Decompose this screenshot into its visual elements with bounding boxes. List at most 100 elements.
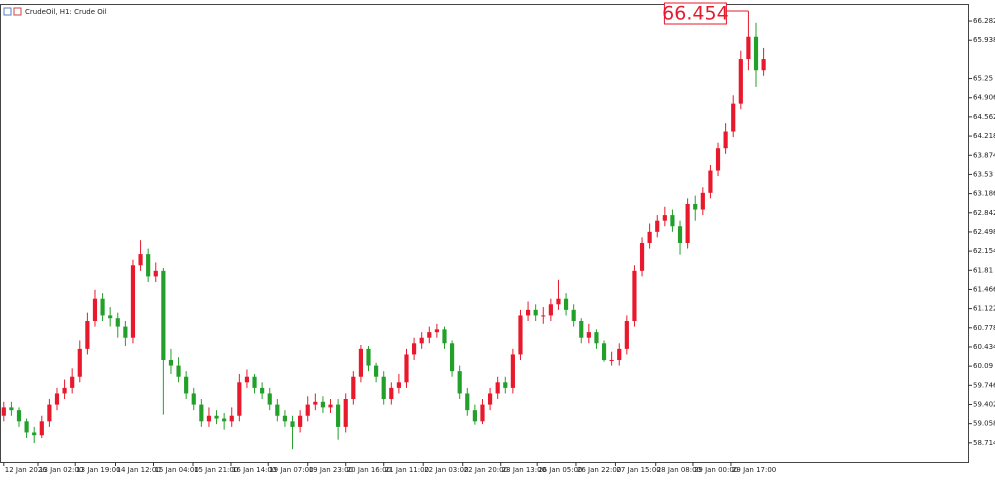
y-tick-label: 64.218	[973, 132, 995, 140]
candle-body	[708, 170, 713, 193]
candle-body	[130, 265, 136, 338]
menu-icon[interactable]	[3, 7, 12, 16]
candle-body	[153, 270, 158, 277]
candle-body	[563, 298, 569, 310]
candle-body	[632, 270, 637, 321]
candle-body	[214, 415, 219, 419]
candle-body	[586, 332, 591, 338]
candle-body	[100, 298, 105, 316]
candle-body	[62, 387, 67, 394]
candle-body	[601, 343, 607, 361]
y-tick-label: 61.466	[973, 285, 995, 293]
candle-body	[761, 59, 766, 71]
x-tick-label: 21 Jan 11:00	[385, 466, 429, 474]
candle-body	[753, 36, 759, 71]
candle-body	[434, 329, 439, 333]
candle-body	[77, 348, 82, 377]
candle-body	[168, 360, 174, 366]
candle-body	[252, 376, 257, 388]
candle-body	[313, 401, 318, 405]
y-tick-label: 66.282	[973, 17, 995, 25]
x-tick-label: 15 Jan 21:00	[194, 466, 238, 474]
candle-body	[351, 376, 356, 400]
y-tick-label: 62.842	[973, 209, 995, 217]
candle-body	[1, 407, 6, 416]
y-tick-label: 60.09	[973, 362, 993, 370]
candle-body	[412, 343, 417, 355]
symbol-icon[interactable]	[13, 7, 22, 16]
candle-body	[267, 393, 272, 405]
y-tick-label: 61.122	[973, 305, 995, 313]
x-tick-label: 22 Jan 20:00	[464, 466, 508, 474]
y-tick-label: 59.402	[973, 400, 995, 408]
y-tick-label: 63.186	[973, 190, 995, 198]
y-tick-label: 65.25	[973, 75, 993, 83]
candle-body	[9, 407, 14, 411]
candle-body	[639, 242, 645, 271]
candle-body	[693, 203, 698, 210]
candle-body	[427, 332, 432, 338]
candle-body	[480, 404, 485, 422]
y-tick-label: 64.562	[973, 113, 995, 121]
candle-body	[298, 415, 303, 427]
x-tick-label: 22 Jan 03:00	[424, 466, 468, 474]
candle-body	[594, 332, 599, 344]
candle-body	[47, 404, 52, 422]
candle-body	[525, 309, 531, 316]
candle-body	[655, 220, 660, 232]
candle-body	[320, 401, 326, 408]
candle-body	[260, 387, 265, 394]
candle-body	[85, 320, 90, 349]
candle-body	[624, 320, 629, 349]
candle-body	[571, 309, 576, 321]
y-tick-label: 60.434	[973, 343, 995, 351]
candle-body	[146, 254, 151, 277]
candle-body	[32, 432, 37, 436]
x-tick-label: 16 Jan 14:00	[232, 466, 276, 474]
candle-body	[328, 404, 333, 408]
candle-body	[358, 348, 363, 377]
candle-body	[533, 309, 538, 316]
candle-body	[556, 298, 561, 305]
candle-body	[548, 304, 553, 316]
candle-body	[92, 298, 98, 321]
candle-body	[305, 404, 310, 416]
candle-body	[381, 376, 386, 400]
candle-body	[518, 315, 523, 355]
y-tick-label: 58.714	[973, 439, 995, 447]
candle-body	[199, 404, 204, 422]
y-tick-label: 62.154	[973, 247, 995, 255]
x-tick-label: 26 Jan 22:00	[577, 466, 621, 474]
candle-body	[138, 254, 143, 266]
candle-body	[662, 215, 667, 221]
candle-body	[115, 318, 120, 327]
candle-body	[222, 418, 227, 422]
y-tick-label: 59.746	[973, 381, 995, 389]
candle-body	[290, 421, 295, 427]
candle-body	[70, 376, 75, 388]
plot-frame	[0, 4, 969, 463]
candle-body	[123, 326, 128, 338]
x-tick-label: 12 Jan 2026	[5, 466, 48, 474]
candle-body	[677, 226, 683, 243]
candle-body	[54, 393, 60, 405]
candle-body	[510, 354, 515, 388]
candle-body	[244, 376, 250, 383]
candle-body	[161, 270, 166, 361]
y-tick-label: 61.81	[973, 266, 993, 274]
y-tick-label: 63.874	[973, 151, 995, 159]
candle-body	[449, 343, 455, 372]
x-tick-label: 20 Jan 16:00	[347, 466, 391, 474]
candle-body	[457, 371, 462, 394]
candle-body	[731, 103, 736, 132]
candle-body	[738, 59, 743, 104]
x-tick-label: 29 Jan 17:00	[732, 466, 776, 474]
candle-body	[579, 320, 584, 338]
x-tick-label: 26 Jan 05:00	[538, 466, 582, 474]
candle-body	[495, 382, 500, 394]
candle-body	[24, 421, 29, 433]
x-tick-label: 14 Jan 12:00	[116, 466, 160, 474]
candle-body	[503, 382, 508, 388]
candle-body	[617, 348, 622, 361]
x-tick-label: 27 Jan 15:00	[616, 466, 660, 474]
